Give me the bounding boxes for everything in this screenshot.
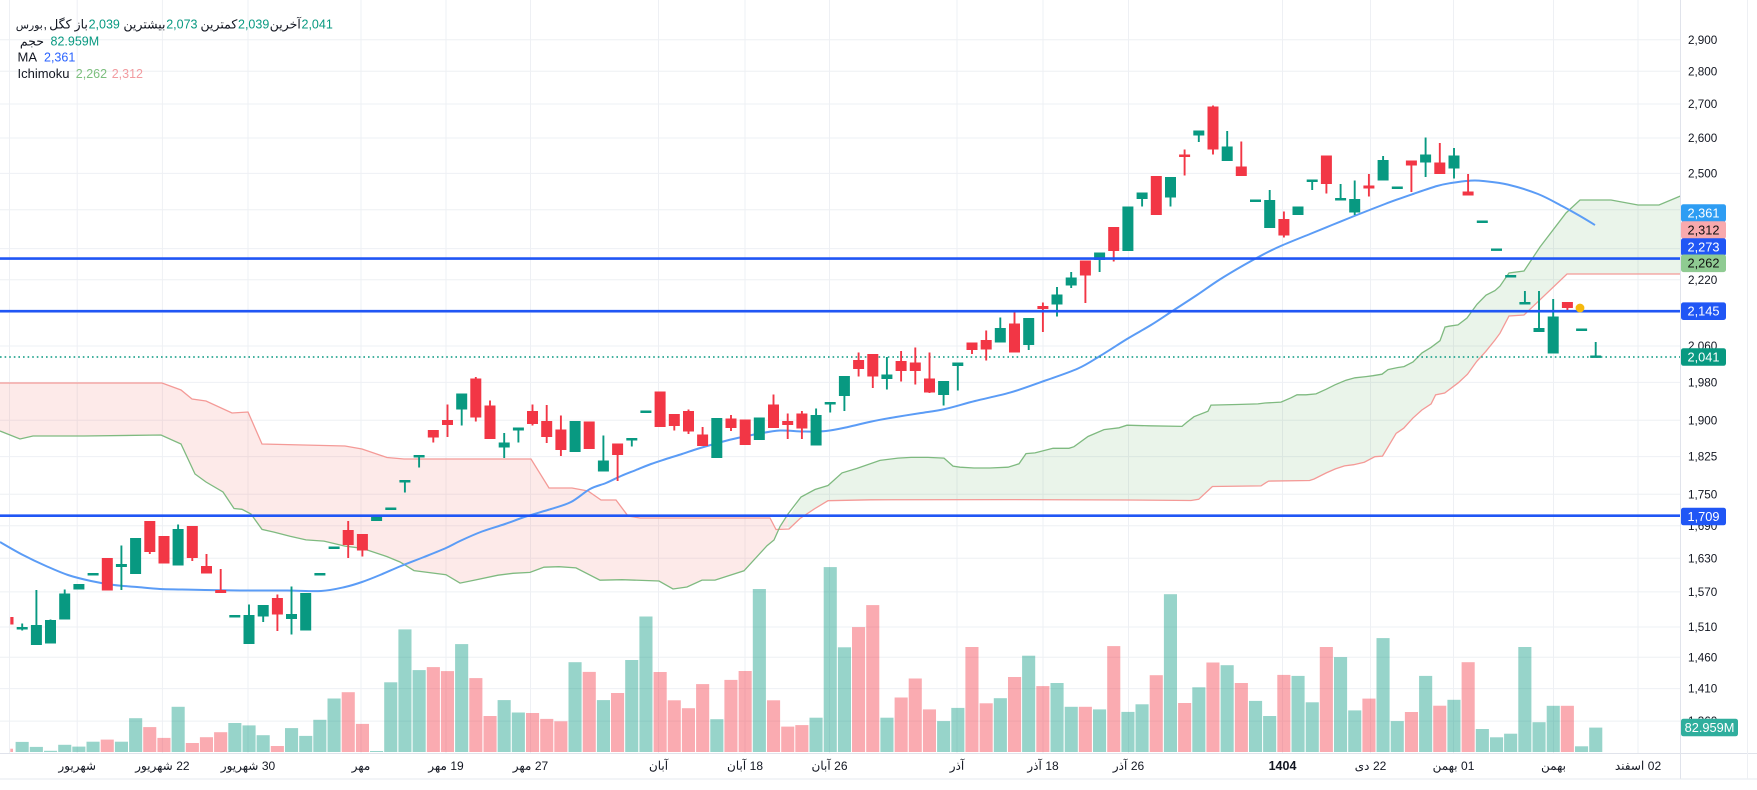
svg-text:01: 01 <box>1461 759 1475 773</box>
svg-text:Ichimoku: Ichimoku <box>18 66 70 81</box>
svg-text:2,220: 2,220 <box>1688 274 1718 287</box>
svg-text:30: 30 <box>262 759 276 773</box>
svg-text:2,900: 2,900 <box>1688 34 1718 47</box>
svg-text:22: 22 <box>1373 759 1387 773</box>
svg-text:MA: MA <box>18 50 38 65</box>
svg-text:2,073: 2,073 <box>166 18 197 32</box>
svg-text:2,600: 2,600 <box>1688 132 1718 145</box>
svg-text:2,041: 2,041 <box>1687 349 1719 364</box>
svg-text:2,361: 2,361 <box>44 51 75 65</box>
svg-text:1,510: 1,510 <box>1688 621 1718 634</box>
svg-text:1,900: 1,900 <box>1688 414 1718 427</box>
svg-text:26: 26 <box>1131 759 1145 773</box>
svg-text:18: 18 <box>750 759 764 773</box>
svg-text:27: 27 <box>535 759 549 773</box>
svg-text:1,460: 1,460 <box>1688 651 1718 664</box>
svg-text:1404: 1404 <box>1269 759 1297 773</box>
svg-text:22: 22 <box>176 759 190 773</box>
svg-text:2,145: 2,145 <box>1687 304 1719 319</box>
svg-text:2,273: 2,273 <box>1687 239 1719 254</box>
svg-text:18: 18 <box>1045 759 1059 773</box>
svg-text:2,312: 2,312 <box>112 67 143 81</box>
svg-text:2,312: 2,312 <box>1687 222 1719 237</box>
svg-text:26: 26 <box>834 759 848 773</box>
svg-text:2,361: 2,361 <box>1687 205 1719 220</box>
svg-text:2,039: 2,039 <box>238 18 269 32</box>
svg-text:02: 02 <box>1648 759 1662 773</box>
svg-text:1,709: 1,709 <box>1687 509 1719 524</box>
svg-text:1,825: 1,825 <box>1688 451 1718 464</box>
svg-text:,: , <box>44 18 47 32</box>
svg-text:19: 19 <box>450 759 464 773</box>
svg-text:1,980: 1,980 <box>1688 377 1718 390</box>
svg-text:82.959M: 82.959M <box>1685 720 1735 735</box>
svg-text:2,262: 2,262 <box>76 67 107 81</box>
svg-text:1,570: 1,570 <box>1688 586 1718 599</box>
svg-text:1,630: 1,630 <box>1688 552 1718 565</box>
svg-text:2,700: 2,700 <box>1688 98 1718 111</box>
svg-text:2,262: 2,262 <box>1687 256 1719 271</box>
svg-text:2,500: 2,500 <box>1688 168 1718 181</box>
svg-text:2,800: 2,800 <box>1688 65 1718 78</box>
svg-text:1,410: 1,410 <box>1688 683 1718 696</box>
svg-text:1,750: 1,750 <box>1688 488 1718 501</box>
svg-text:2,041: 2,041 <box>302 18 333 32</box>
svg-text:82.959M: 82.959M <box>51 35 100 49</box>
svg-text:2,039: 2,039 <box>89 18 120 32</box>
